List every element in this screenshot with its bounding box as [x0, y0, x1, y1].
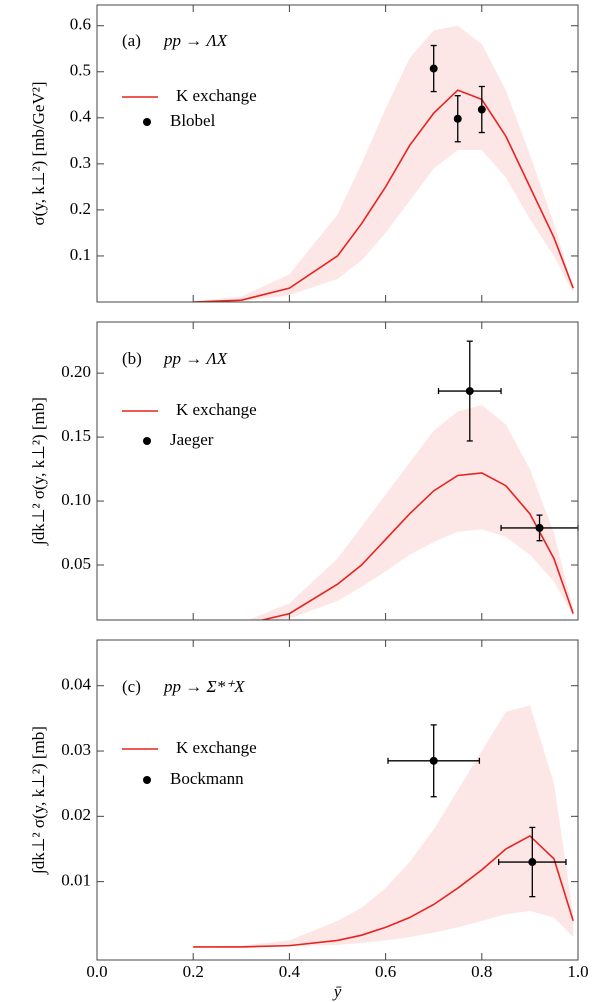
y-axis-label: ∫dk⊥² σ(y, k⊥²) [mb] — [29, 726, 49, 875]
x-axis-label: ȳ — [332, 982, 342, 1001]
plot-area — [193, 25, 574, 302]
x-tick-label: 0.4 — [279, 962, 301, 981]
x-tick-label: 0.0 — [86, 962, 107, 981]
legend-label: K exchange — [176, 86, 257, 105]
y-tick-label: 0.05 — [61, 554, 91, 573]
x-tick-label: 1.0 — [567, 962, 588, 981]
plot-area — [247, 405, 574, 620]
data-point — [535, 523, 544, 532]
y-tick-label: 0.15 — [61, 426, 91, 445]
legend-label: K exchange — [176, 738, 257, 757]
curve — [259, 472, 574, 620]
frame — [96, 321, 579, 621]
data-point — [528, 858, 537, 867]
data-point — [429, 756, 438, 765]
panel-label: (c) — [122, 677, 141, 696]
x-tick-label: 0.8 — [471, 962, 492, 981]
panel-label: (b) — [122, 349, 142, 368]
legend-marker — [143, 437, 151, 445]
y-axis-label: σ(y, k⊥²) [mb/GeV²] — [29, 81, 48, 225]
y-axis-label: ∫dk⊥² σ(y, k⊥²) [mb] — [29, 397, 49, 546]
y-tick-label: 0.20 — [61, 362, 91, 381]
legend-label: K exchange — [176, 400, 257, 419]
y-tick-label: 0.3 — [70, 153, 91, 172]
y-tick-label: 0.4 — [70, 107, 92, 126]
y-tick-label: 0.5 — [70, 61, 91, 80]
y-tick-label: 0.02 — [61, 805, 91, 824]
legend-label: Blobel — [170, 111, 216, 130]
panel-title: pp → Σ*⁺X — [163, 677, 245, 696]
y-tick-label: 0.03 — [61, 740, 91, 759]
data-point — [453, 114, 462, 123]
x-tick-label: 0.6 — [375, 962, 396, 981]
x-tick-label: 0.2 — [183, 962, 204, 981]
curve — [193, 834, 574, 948]
uncertainty-band — [247, 405, 574, 620]
frame — [96, 639, 579, 961]
panel-title: pp → ΛX — [163, 31, 228, 50]
data-point — [477, 105, 486, 114]
legend-label: Bockmann — [170, 769, 244, 788]
data-point — [429, 64, 438, 73]
y-tick-label: 0.2 — [70, 199, 91, 218]
plot-area — [193, 705, 574, 948]
panel-title: pp → ΛX — [163, 349, 228, 368]
y-tick-label: 0.6 — [70, 15, 91, 34]
uncertainty-band — [193, 25, 574, 302]
panel-label: (a) — [122, 31, 141, 50]
frame — [96, 4, 579, 303]
y-tick-label: 0.01 — [61, 871, 91, 890]
y-tick-label: 0.1 — [70, 245, 91, 264]
data-point — [465, 387, 474, 396]
y-tick-label: 0.04 — [61, 675, 91, 694]
y-tick-label: 0.10 — [61, 490, 91, 509]
legend-label: Jaeger — [170, 430, 214, 449]
legend-marker — [143, 118, 151, 126]
uncertainty-band — [193, 705, 574, 947]
legend-marker — [143, 776, 151, 784]
curve — [193, 89, 574, 302]
